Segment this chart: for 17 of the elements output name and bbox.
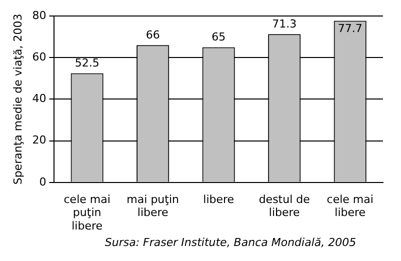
y-axis-title: Speranţa medie de viaţă, 2003 — [11, 14, 24, 185]
x-tick-label: libere — [203, 192, 234, 206]
x-tick-label: mai puţin libere — [126, 192, 180, 220]
data-label: 65 — [212, 30, 226, 44]
y-tick-label: 0 — [39, 175, 46, 188]
data-label: 52.5 — [74, 56, 100, 70]
y-tick-label: 80 — [32, 8, 46, 22]
x-tick-label: cele mai libere — [326, 192, 374, 220]
x-tick-label: cele mai puţin libere — [64, 192, 110, 232]
data-label: 66 — [146, 28, 160, 42]
x-tick-label: destul de libere — [258, 192, 310, 220]
data-label: 77.7 — [338, 22, 362, 36]
y-tick-label: 40 — [32, 92, 46, 106]
text: Sursa: Fraser Institute, Banca Mondială, 2005 — [104, 236, 358, 249]
y-tick-label: 20 — [32, 134, 46, 147]
data-label: 71.3 — [272, 17, 297, 30]
y-tick-label: 60 — [32, 50, 46, 64]
